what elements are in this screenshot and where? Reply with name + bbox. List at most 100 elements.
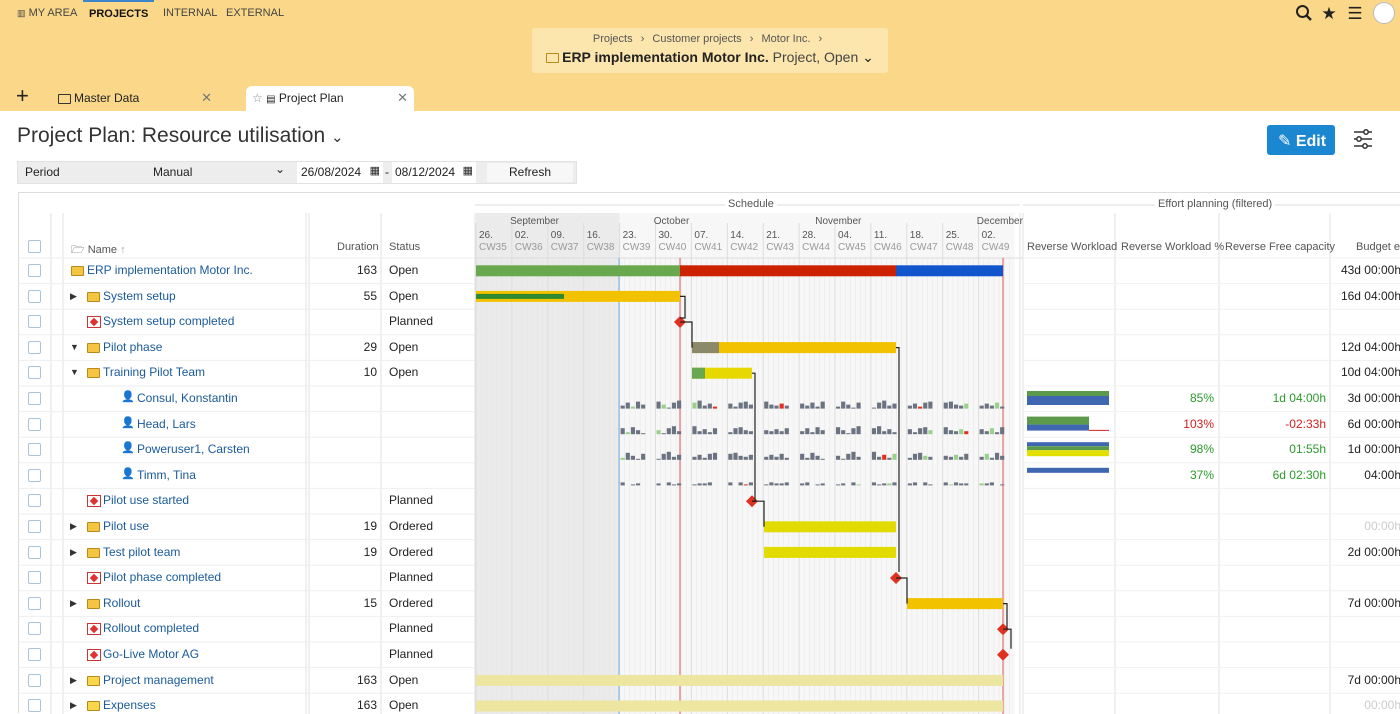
calendar-icon[interactable]: ▦: [462, 165, 473, 177]
utilisation-bar: [671, 426, 677, 435]
star-outline-icon[interactable]: ☆: [252, 91, 263, 105]
utilisation-bar: [820, 483, 825, 486]
column-name[interactable]: 🗁 Name ↑: [71, 241, 126, 260]
tab-project-plan[interactable]: ☆ ▤ Project Plan ✕: [246, 86, 414, 111]
breadcrumb-item[interactable]: Customer projects: [652, 33, 742, 45]
utilisation-bar: [928, 484, 933, 486]
dependency-link: [680, 295, 686, 319]
week-date: 07.: [694, 230, 709, 241]
row-name-link[interactable]: Training Pilot Team: [103, 365, 206, 380]
row-name-link[interactable]: Go-Live Motor AG: [103, 647, 200, 661]
row-checkbox[interactable]: [28, 468, 41, 482]
project-title[interactable]: ERP implementation Motor Inc. Project, O…: [532, 49, 888, 66]
row-name-link[interactable]: Rollout: [103, 595, 141, 610]
row-checkbox[interactable]: [28, 315, 41, 329]
row-name-link[interactable]: Rollout completed: [103, 621, 200, 636]
nav-my-area[interactable]: ▥ MY AREA: [17, 7, 77, 19]
utilisation-bar: [948, 401, 953, 409]
row-name-link[interactable]: Timm, Tina: [137, 467, 196, 482]
row-checkbox[interactable]: [28, 417, 41, 431]
search-icon[interactable]: [1294, 4, 1314, 24]
page-title[interactable]: Project Plan: Resource utilisation ⌄: [17, 124, 344, 148]
row-checkbox[interactable]: [28, 520, 41, 533]
week-number: CW39: [622, 242, 651, 253]
column-budget[interactable]: Budget e: [1356, 241, 1400, 253]
avatar[interactable]: [1373, 2, 1395, 24]
utilisation-bar: [743, 484, 748, 486]
row-status: Planned: [389, 314, 434, 329]
select-all-checkbox[interactable]: [28, 240, 41, 253]
row-checkbox[interactable]: [28, 340, 41, 354]
expand-toggle-icon[interactable]: ▶: [70, 521, 77, 531]
row-checkbox[interactable]: [28, 571, 41, 585]
column-status[interactable]: Status: [389, 241, 421, 253]
column-duration[interactable]: Duration: [337, 241, 379, 253]
row-checkbox[interactable]: [28, 443, 41, 457]
nav-projects[interactable]: PROJECTS: [83, 0, 155, 20]
row-checkbox[interactable]: [28, 673, 41, 687]
settings-sliders-icon[interactable]: [1351, 127, 1375, 151]
row-checkbox[interactable]: [28, 699, 41, 713]
utilisation-bar: [1000, 406, 1005, 409]
close-icon[interactable]: ✕: [201, 90, 212, 105]
calendar-icon[interactable]: ▦: [369, 165, 380, 177]
row-name-link[interactable]: Pilot phase completed: [103, 570, 222, 585]
tab-master-data[interactable]: Master Data ✕: [48, 86, 218, 111]
utilisation-bar: [635, 458, 641, 460]
row-checkbox[interactable]: [28, 494, 41, 508]
utilisation-bar: [979, 429, 984, 435]
row-checkbox[interactable]: [28, 366, 41, 380]
breadcrumb-item[interactable]: Projects: [592, 33, 633, 45]
expand-toggle-icon[interactable]: ▼: [70, 341, 79, 352]
row-name-link[interactable]: Pilot use started: [103, 493, 190, 508]
row-checkbox[interactable]: [28, 648, 41, 661]
expand-toggle-icon[interactable]: ▶: [70, 597, 77, 608]
row-checkbox[interactable]: [28, 545, 41, 559]
add-tab-icon[interactable]: +: [16, 83, 29, 108]
column-reverse-free-capacity[interactable]: Reverse Free capacity: [1225, 241, 1336, 253]
row-name-link[interactable]: System setup completed: [103, 314, 235, 329]
row-name-link[interactable]: Consul, Konstantin: [137, 391, 238, 405]
week-bg: [799, 213, 835, 714]
row-name-link[interactable]: Head, Lars: [137, 416, 196, 431]
row-name-link[interactable]: Project management: [103, 672, 214, 687]
row-name-link[interactable]: Expenses: [103, 698, 156, 713]
row-checkbox[interactable]: [28, 596, 41, 610]
utilisation-bar: [748, 454, 753, 460]
utilisation-bar: [800, 453, 805, 460]
tab-label: Project Plan: [278, 91, 344, 105]
sort-up-icon: ↑: [120, 244, 126, 256]
nav-external[interactable]: EXTERNAL: [226, 7, 285, 19]
row-checkbox[interactable]: [28, 622, 41, 636]
row-checkbox[interactable]: [28, 289, 41, 303]
utilisation-bar: [979, 456, 984, 460]
expand-toggle-icon[interactable]: ▶: [70, 674, 77, 685]
row-name-link[interactable]: Pilot phase: [103, 339, 163, 354]
close-icon[interactable]: ✕: [397, 90, 408, 105]
date-from-field[interactable]: 26/08/2024 ▦: [297, 162, 383, 183]
utilisation-bar: [774, 456, 779, 460]
row-checkbox[interactable]: [28, 264, 41, 277]
column-reverse-workload[interactable]: Reverse Workload: [1027, 241, 1118, 253]
row-name-link[interactable]: System setup: [103, 288, 176, 303]
utilisation-bar: [671, 402, 677, 409]
column-reverse-workload-pct[interactable]: Reverse Workload %: [1121, 241, 1225, 253]
row-name-link[interactable]: Pilot use: [103, 519, 150, 533]
row-name-link[interactable]: Poweruser1, Carsten: [137, 442, 250, 457]
refresh-button[interactable]: Refresh: [487, 163, 573, 182]
star-icon[interactable]: ★: [1321, 4, 1337, 23]
row-checkbox[interactable]: [28, 392, 41, 405]
week-number: CW42: [730, 242, 759, 253]
expand-toggle-icon[interactable]: ▶: [70, 546, 77, 557]
expand-toggle-icon[interactable]: ▶: [70, 700, 77, 711]
expand-toggle-icon[interactable]: ▶: [70, 290, 77, 301]
edit-button[interactable]: ✎ Edit: [1267, 125, 1335, 155]
breadcrumb-item[interactable]: Motor Inc.: [761, 33, 811, 45]
row-name-link[interactable]: ERP implementation Motor Inc.: [87, 263, 253, 277]
nav-internal[interactable]: INTERNAL: [163, 7, 218, 19]
date-to-field[interactable]: 08/12/2024 ▦: [392, 162, 476, 183]
expand-toggle-icon[interactable]: ▼: [70, 367, 79, 378]
row-name-link[interactable]: Test pilot team: [103, 544, 181, 559]
menu-icon[interactable]: ☰: [1347, 4, 1363, 23]
period-select[interactable]: Manual ⌄: [153, 162, 285, 179]
